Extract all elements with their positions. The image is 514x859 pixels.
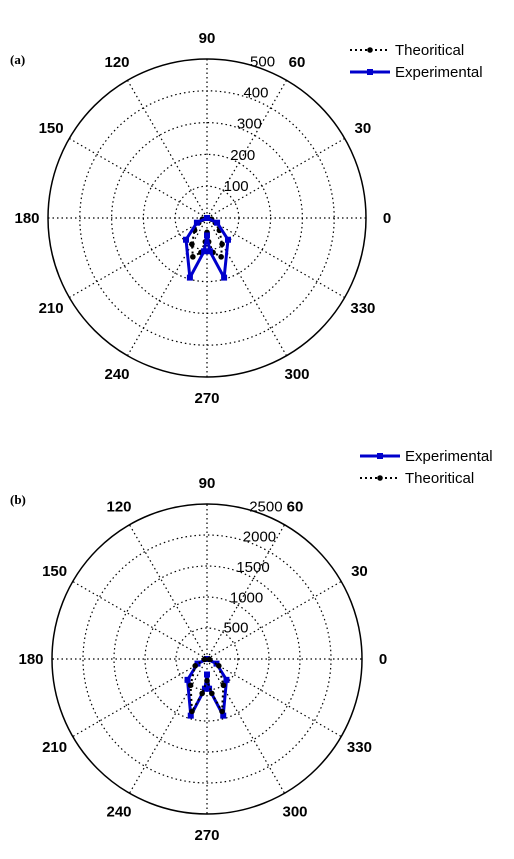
radial-tick-label: 500 (250, 53, 275, 70)
radial-grid-circle (144, 596, 270, 722)
panel-label: (a) (10, 52, 25, 67)
angle-tick-label: 90 (199, 30, 216, 47)
angle-spoke (206, 524, 286, 660)
series-point-experimental (224, 236, 231, 243)
legend-label-theoritical: Theoritical (405, 470, 474, 487)
angle-spoke (206, 580, 342, 660)
angle-tick-label: 0 (379, 651, 387, 668)
angle-spoke (128, 524, 208, 660)
angle-tick-label: 30 (355, 120, 372, 137)
series-point-theoritical (219, 708, 225, 715)
angle-tick-label: 150 (39, 120, 64, 137)
radial-tick-label: 1500 (236, 559, 269, 576)
legend-marker (367, 47, 373, 53)
series-point-theoritical (204, 677, 210, 684)
series-point-experimental (187, 712, 194, 719)
radial-tick-label: 200 (230, 147, 255, 164)
angle-spoke (126, 217, 208, 356)
angle-tick-label: 180 (14, 210, 39, 227)
series-point-theoritical (216, 663, 222, 669)
series-point-theoritical (199, 690, 205, 697)
angle-tick-label: 180 (18, 651, 43, 668)
outer-circle (51, 503, 363, 815)
series-point-experimental (214, 219, 221, 226)
series-point-experimental (206, 248, 213, 255)
polar-chart-b: 0 30 60 90 120 150 180 210 240 270 300 330 500 1000 15… (10, 448, 493, 844)
radial-tick-label: 300 (237, 116, 262, 133)
radial-tick-label: 2500 (249, 498, 282, 515)
angle-tick-label: 210 (39, 300, 64, 317)
radial-grid-circle (175, 627, 239, 691)
series-point-experimental (204, 215, 210, 221)
angle-tick-label: 60 (289, 54, 306, 71)
series-point-experimental (204, 232, 210, 239)
series-point-theoritical (218, 254, 224, 260)
series-point-theoritical (187, 682, 194, 689)
series-point-theoritical (189, 241, 195, 247)
legend-label-experimental: Experimental (395, 64, 483, 81)
series-point-experimental (201, 248, 208, 255)
angle-tick-label: 210 (42, 739, 67, 756)
panel-label: (b) (10, 492, 26, 507)
radial-tick-label: 400 (243, 85, 268, 102)
series-point-theoritical (209, 690, 215, 697)
angle-spoke (128, 658, 208, 794)
series-point-theoritical (219, 241, 225, 247)
angle-tick-label: 240 (104, 366, 129, 383)
angle-spoke (206, 217, 288, 356)
angle-spoke (206, 658, 286, 794)
series-point-experimental (184, 676, 191, 683)
series-point-experimental (206, 685, 213, 692)
angle-tick-label: 120 (104, 54, 129, 71)
angle-spoke (72, 580, 208, 660)
radial-grid-circle (113, 565, 301, 753)
polar-chart-a: 0 30 60 90 120 150 180 210 240 270 300 330 100 200 300… (10, 30, 483, 407)
angle-spoke (69, 217, 208, 299)
series-point-experimental (220, 712, 227, 719)
series-point-experimental (221, 274, 228, 281)
series-point-experimental (183, 236, 190, 243)
radial-grid-circle (82, 534, 332, 784)
angle-tick-label: 270 (194, 827, 219, 844)
angle-tick-label: 150 (42, 563, 67, 580)
angle-spoke (72, 658, 208, 738)
radial-tick-label: 500 (223, 620, 248, 637)
series-point-theoritical (189, 708, 195, 715)
angle-tick-label: 120 (106, 499, 131, 516)
angle-tick-label: 30 (351, 563, 368, 580)
series-point-experimental (204, 671, 210, 678)
angle-spoke (206, 217, 345, 299)
series-point-theoritical (192, 663, 198, 669)
legend-label-experimental: Experimental (405, 448, 493, 465)
series-point-experimental (201, 685, 208, 692)
legend-marker (377, 453, 383, 459)
angle-tick-label: 90 (199, 475, 216, 492)
angle-tick-label: 240 (106, 803, 131, 820)
series-point-experimental (193, 219, 200, 226)
angle-spoke (206, 658, 342, 738)
series-point-experimental (194, 660, 201, 667)
angle-tick-label: 270 (194, 390, 219, 407)
angle-tick-label: 60 (287, 499, 304, 516)
legend-label-theoritical: Theoritical (395, 42, 464, 59)
series-point-theoritical (206, 656, 213, 663)
radial-tick-label: 100 (224, 178, 249, 195)
series-point-experimental (223, 676, 230, 683)
radial-tick-label: 1000 (230, 589, 263, 606)
angle-tick-label: 0 (383, 210, 391, 227)
series-point-theoritical (201, 656, 208, 663)
angle-spoke (126, 80, 208, 219)
angle-spoke (69, 137, 208, 219)
angle-tick-label: 330 (350, 300, 375, 317)
legend-marker (367, 69, 373, 75)
legend-marker (377, 475, 383, 481)
series-point-experimental (186, 274, 193, 281)
angle-tick-label: 300 (284, 366, 309, 383)
series-point-theoritical (220, 682, 227, 689)
angle-tick-label: 300 (282, 803, 307, 820)
radial-tick-label: 2000 (243, 529, 276, 546)
series-point-theoritical (190, 254, 196, 260)
angle-tick-label: 330 (347, 739, 372, 756)
